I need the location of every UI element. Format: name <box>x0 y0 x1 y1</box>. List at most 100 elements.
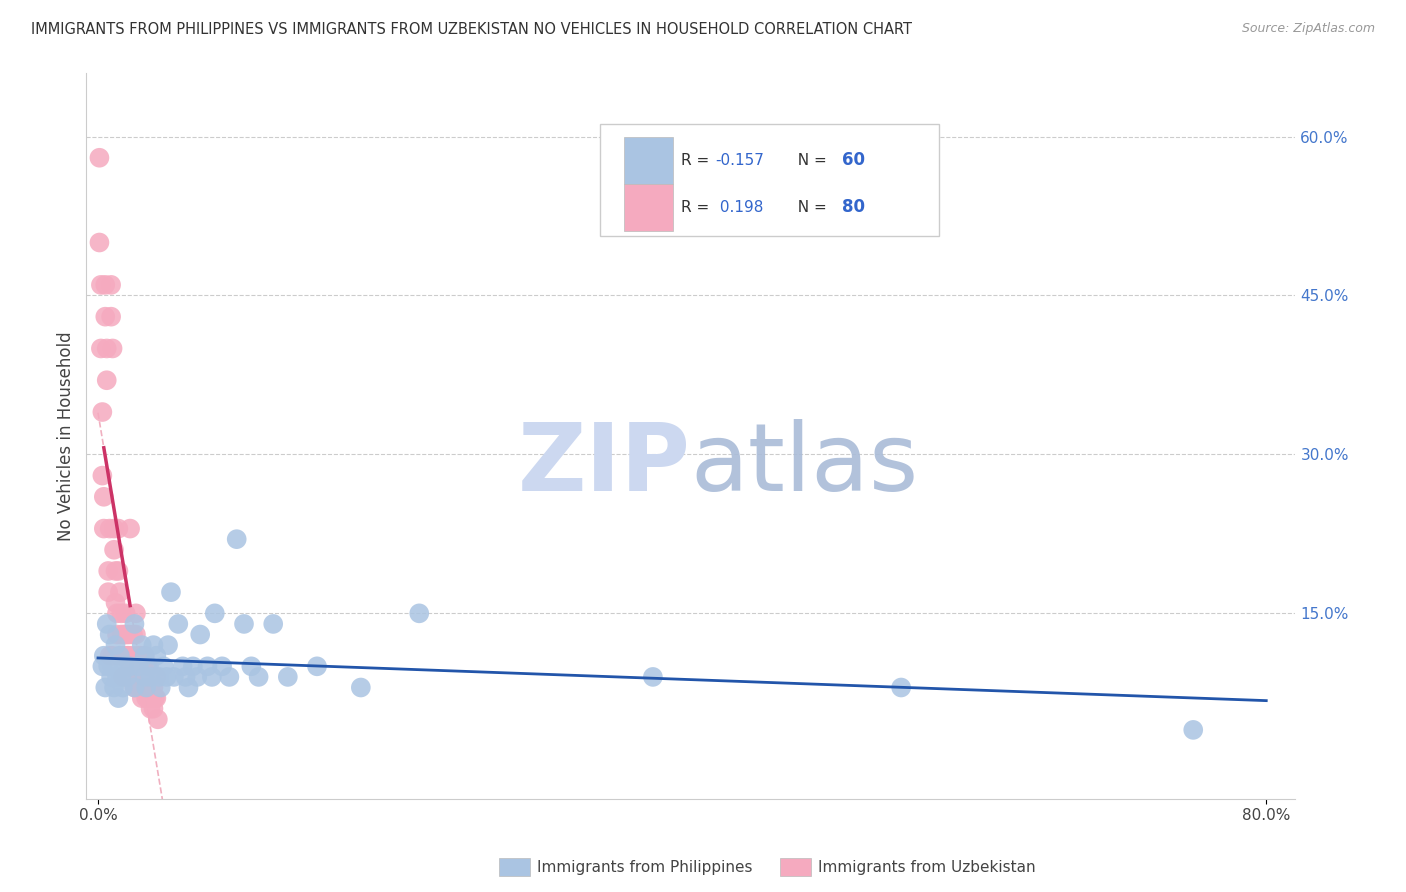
Point <box>120 522 142 536</box>
Point <box>135 670 157 684</box>
Point <box>152 659 174 673</box>
Point <box>96 373 118 387</box>
Point <box>204 607 226 621</box>
Point <box>143 691 166 706</box>
Point <box>247 670 270 684</box>
Point <box>129 648 152 663</box>
Point <box>117 648 139 663</box>
Point <box>98 522 121 536</box>
Text: Immigrants from Philippines: Immigrants from Philippines <box>537 860 752 874</box>
Text: 60: 60 <box>842 152 865 169</box>
Point <box>93 490 115 504</box>
Point <box>127 648 149 663</box>
Point <box>110 670 132 684</box>
Point <box>93 522 115 536</box>
Text: 80: 80 <box>842 198 865 217</box>
Point <box>115 670 138 684</box>
Point <box>134 681 156 695</box>
Text: atlas: atlas <box>690 419 920 511</box>
Point <box>139 681 162 695</box>
Point <box>98 627 121 641</box>
Point <box>124 681 146 695</box>
Text: R =: R = <box>681 200 714 215</box>
Point <box>136 681 159 695</box>
Point <box>148 670 170 684</box>
Point <box>135 691 157 706</box>
Point <box>890 681 912 695</box>
Point <box>186 670 208 684</box>
Point <box>108 648 131 663</box>
Point <box>131 638 153 652</box>
Y-axis label: No Vehicles in Household: No Vehicles in Household <box>58 331 75 541</box>
Point <box>131 691 153 706</box>
Point <box>211 659 233 673</box>
Point <box>240 659 263 673</box>
Point <box>218 670 240 684</box>
Point <box>111 670 134 684</box>
Point <box>197 659 219 673</box>
Point <box>138 659 160 673</box>
Point <box>160 585 183 599</box>
Point <box>121 670 143 684</box>
Point <box>114 607 136 621</box>
Point <box>233 616 256 631</box>
Point <box>201 670 224 684</box>
Point <box>145 670 167 684</box>
Text: IMMIGRANTS FROM PHILIPPINES VS IMMIGRANTS FROM UZBEKISTAN NO VEHICLES IN HOUSEHO: IMMIGRANTS FROM PHILIPPINES VS IMMIGRANT… <box>31 22 912 37</box>
Point <box>132 659 155 673</box>
Point <box>139 702 162 716</box>
Point <box>127 670 149 684</box>
Point <box>172 659 194 673</box>
Point <box>98 648 121 663</box>
Point <box>105 627 128 641</box>
Point <box>128 659 150 673</box>
Point <box>305 659 328 673</box>
FancyBboxPatch shape <box>624 184 672 231</box>
Point <box>129 670 152 684</box>
Point <box>128 659 150 673</box>
Point <box>163 670 186 684</box>
Point <box>94 277 117 292</box>
Point <box>120 659 142 673</box>
Text: N =: N = <box>787 153 831 168</box>
Point <box>93 648 115 663</box>
Point <box>122 627 145 641</box>
Point <box>107 522 129 536</box>
Point <box>142 702 165 716</box>
FancyBboxPatch shape <box>600 124 939 236</box>
Point <box>177 681 200 695</box>
Point <box>101 659 124 673</box>
Point <box>408 607 430 621</box>
Point <box>120 659 142 673</box>
Point <box>97 564 120 578</box>
Point <box>277 670 299 684</box>
Point <box>134 670 156 684</box>
Point <box>104 596 127 610</box>
Point <box>91 405 114 419</box>
Point <box>117 627 139 641</box>
Point <box>124 616 146 631</box>
Text: N =: N = <box>787 200 831 215</box>
Point <box>90 342 112 356</box>
Point <box>97 585 120 599</box>
Point <box>103 522 125 536</box>
Point <box>131 681 153 695</box>
Point <box>103 542 125 557</box>
Point <box>146 712 169 726</box>
Point <box>262 616 284 631</box>
Point <box>103 681 125 695</box>
Point <box>139 670 162 684</box>
Text: Immigrants from Uzbekistan: Immigrants from Uzbekistan <box>818 860 1036 874</box>
Point <box>100 310 122 324</box>
Point <box>641 670 664 684</box>
Point <box>94 310 117 324</box>
Point <box>115 670 138 684</box>
Point <box>132 670 155 684</box>
Text: Source: ZipAtlas.com: Source: ZipAtlas.com <box>1241 22 1375 36</box>
Text: ZIP: ZIP <box>517 419 690 511</box>
Point <box>96 342 118 356</box>
Point <box>188 627 211 641</box>
Point <box>89 151 111 165</box>
Point <box>350 681 373 695</box>
Point <box>142 638 165 652</box>
